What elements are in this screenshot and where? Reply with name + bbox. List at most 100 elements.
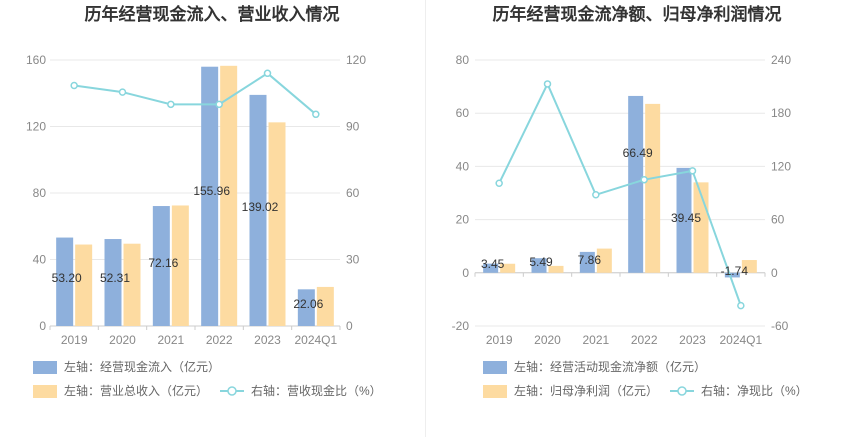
legend-label: 右轴：净现比（%） [701, 383, 808, 398]
bar-data-label: 39.45 [671, 211, 701, 225]
bar-data-label: 22.06 [293, 297, 323, 311]
ratio-point [263, 69, 272, 78]
legend-swatch [483, 361, 507, 374]
bar-series-2 [123, 243, 141, 326]
x-tick-label: 2020 [534, 333, 561, 347]
ratio-point [688, 167, 697, 175]
y-right-tick-label: 180 [771, 106, 791, 120]
y-left-tick-label: 80 [456, 53, 470, 67]
legend-label: 右轴：营收现金比（%） [251, 383, 382, 398]
bar-series-1 [152, 206, 170, 326]
ratio-point [640, 175, 648, 184]
y-right-tick-label: 0 [346, 319, 353, 333]
panel-divider [425, 0, 426, 437]
ratio-point [543, 80, 552, 88]
bar-series-1 [676, 167, 692, 273]
bar-data-label: 72.16 [148, 256, 178, 270]
y-left-tick-label: 120 [26, 120, 46, 134]
y-right-tick-label: 120 [771, 159, 791, 173]
legend-swatch [33, 361, 57, 374]
left-chart-panel: 历年经营现金流入、营业收入情况 0 40 80 120 160 0 30 60 90 120 2019… [26, 4, 382, 398]
bar-series-1 [628, 95, 644, 273]
x-tick-label: 2019 [61, 333, 88, 347]
bar-series-1 [579, 251, 595, 273]
x-tick-label: 2022 [631, 333, 658, 347]
bar-series-2 [548, 265, 564, 273]
bar-data-label: 53.20 [52, 271, 82, 285]
x-tick-label: 2021 [582, 333, 609, 347]
bar-series-2 [268, 122, 286, 326]
y-right-tick-label: 30 [346, 253, 360, 267]
y-right-tick-label: 60 [771, 213, 785, 227]
bar-data-label: 139.02 [242, 200, 279, 214]
y-left-tick-label: 0 [39, 319, 46, 333]
y-left-tick-label: 160 [26, 53, 46, 67]
y-right-tick-label: -60 [771, 319, 789, 333]
y-right-tick-label: 120 [346, 53, 366, 67]
x-tick-label: 2019 [486, 333, 513, 347]
x-tick-label: 2024Q1 [294, 333, 337, 347]
y-right-tick-label: 60 [346, 186, 360, 200]
ratio-point [737, 301, 745, 310]
ratio-point [312, 110, 320, 119]
y-left-tick-label: 0 [462, 266, 469, 280]
right-chart-panel: 历年经营现金流净额、归母净利润情况 -20 0 20 40 60 80 -60 0 60 120 18… [425, 0, 850, 437]
legend-swatch-point [227, 386, 237, 396]
bar-series-2 [316, 286, 334, 326]
ratio-point [592, 191, 600, 199]
chart-title: 历年经营现金流净额、归母净利润情况 [493, 4, 782, 24]
bar-series-1 [297, 289, 315, 326]
cashflow-inflow-revenue-chart: 历年经营现金流入、营业收入情况 0 40 80 120 160 0 30 60 90 120 2019… [26, 4, 382, 398]
ratio-point [495, 179, 503, 187]
bar-series-2 [500, 263, 516, 273]
legend-label: 左轴：经营现金流入（亿元） [64, 359, 220, 374]
y-left-tick-label: 60 [456, 106, 470, 120]
bar-data-label: -1.74 [721, 264, 749, 278]
bar-series-1 [483, 263, 499, 273]
bar-series-2 [220, 65, 238, 326]
y-left-tick-label: 80 [33, 186, 47, 200]
bar-data-label: 52.31 [100, 271, 130, 285]
chart-title: 历年经营现金流入、营业收入情况 [85, 4, 340, 24]
bar-data-label: 3.45 [481, 257, 505, 271]
legend-swatch [33, 385, 57, 398]
bar-series-1 [531, 258, 547, 273]
ratio-point [70, 81, 78, 90]
bar-series-2 [75, 244, 93, 326]
bar-series-2 [741, 260, 757, 273]
bar-series-1 [249, 94, 267, 327]
ratio-point [167, 100, 175, 109]
x-tick-label: 2022 [206, 333, 233, 347]
x-tick-label: 2023 [254, 333, 281, 347]
x-tick-label: 2021 [157, 333, 184, 347]
y-left-tick-label: 40 [456, 159, 470, 173]
legend-swatch-point [677, 386, 687, 396]
legend-label: 左轴：经营活动现金流净额（亿元） [514, 359, 706, 374]
bar-series-1 [724, 272, 740, 278]
legend-label: 左轴：营业总收入（亿元） [64, 383, 208, 398]
bar-data-label: 5.49 [529, 255, 553, 269]
bar-series-2 [596, 248, 612, 273]
ratio-point [118, 88, 127, 96]
bar-data-label: 7.86 [578, 253, 602, 267]
y-left-tick-label: 40 [33, 253, 47, 267]
legend-swatch [483, 385, 507, 398]
x-tick-label: 2023 [679, 333, 706, 347]
bar-data-label: 66.49 [623, 146, 653, 160]
bar-series-1 [104, 239, 122, 326]
ratio-line [498, 81, 742, 306]
bar-series-2 [171, 205, 189, 326]
net-cashflow-profit-chart: 历年经营现金流净额、归母净利润情况 -20 0 20 40 60 80 -60 0 60 120 18… [452, 4, 808, 398]
x-tick-label: 2024Q1 [719, 333, 762, 347]
bar-series-1 [201, 66, 219, 327]
ratio-point [215, 100, 223, 109]
bar-series-1 [56, 237, 74, 326]
bar-data-label: 155.96 [193, 184, 230, 198]
y-left-tick-label: 20 [456, 213, 470, 227]
bar-series-2 [645, 103, 661, 273]
ratio-line [74, 72, 317, 116]
x-tick-label: 2020 [109, 333, 136, 347]
y-left-tick-label: -20 [452, 319, 470, 333]
y-right-tick-label: 0 [771, 266, 778, 280]
y-right-tick-label: 90 [346, 120, 360, 134]
